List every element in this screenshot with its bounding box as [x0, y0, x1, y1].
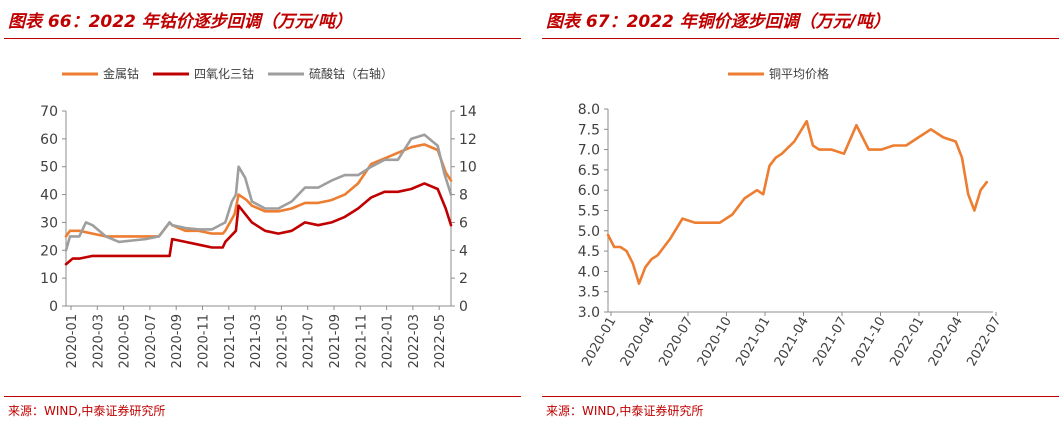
y2-tick-label: 12	[459, 132, 477, 148]
y-tick-label: 20	[40, 243, 58, 259]
y-tick-label: 3.5	[578, 285, 600, 301]
x-tick-label: 2022-01	[381, 314, 396, 368]
title-divider	[542, 38, 1059, 39]
title-divider	[4, 38, 521, 39]
cobalt-price-chart: 金属钴 四氧化三钴 硫酸钴（右轴） 0 10 20 30 40 50 60 70 0 2 4 6 8 10 12 1…	[40, 66, 477, 368]
x-tick-label: 2022-07	[964, 315, 1004, 370]
copper-price-chart: 铜平均价格 3.0 3.5 4.0 4.5 5.0 5.5 6.0 6.5 7.0 7.5 8.0 20…	[578, 66, 1005, 370]
y-tick-label: 3.0	[578, 305, 600, 321]
y-tick-label: 6.5	[578, 163, 600, 179]
series-line-0	[64, 143, 453, 238]
x-tick-label: 2020-01	[579, 315, 619, 370]
source-note: 来源：WIND,中泰证券研究所	[8, 404, 166, 418]
y-tick-label: 7.0	[578, 143, 600, 159]
y-tick-label: 10	[40, 271, 58, 287]
chart-title: 图表 67：2022 年铜价逐步回调（万元/吨）	[546, 12, 891, 32]
y-tick-label: 4.0	[578, 264, 600, 280]
legend-label-0: 铜平均价格	[769, 66, 829, 81]
y-tick-label: 0	[49, 299, 58, 315]
y-tick-label: 4.5	[578, 244, 600, 260]
source-divider	[4, 396, 521, 397]
series-line-1	[64, 182, 453, 266]
x-tick-label: 2021-11	[354, 314, 369, 368]
y-tick-label: 60	[40, 132, 58, 148]
source-note: 来源：WIND,中泰证券研究所	[546, 404, 704, 418]
series-line-0	[606, 119, 989, 285]
y2-tick-label: 10	[459, 160, 477, 176]
x-tick-label: 2021-03	[249, 314, 264, 368]
series-line-2	[64, 133, 453, 252]
x-tick-label: 2020-07	[656, 315, 696, 370]
x-tick-label: 2020-10	[695, 315, 735, 370]
x-tick-label: 2020-03	[91, 314, 106, 368]
y-tick-label: 8.0	[578, 102, 600, 118]
x-tick-label: 2020-07	[144, 314, 159, 368]
y-tick-label: 7.5	[578, 122, 600, 138]
y-tick-label: 5.0	[578, 224, 600, 240]
chart-title: 图表 66：2022 年钴价逐步回调（万元/吨）	[8, 12, 353, 32]
x-tick-label: 2022-04	[926, 315, 966, 370]
x-tick-label: 2021-01	[733, 315, 773, 370]
x-tick-label: 2020-11	[197, 314, 212, 368]
x-tick-label: 2020-05	[118, 314, 133, 368]
x-tick-label: 2021-01	[223, 314, 238, 368]
x-tick-label: 2020-09	[170, 314, 185, 368]
y-tick-label: 70	[40, 104, 58, 120]
x-tick-label: 2021-09	[328, 314, 343, 368]
x-tick-label: 2020-04	[618, 315, 658, 370]
y2-tick-label: 6	[459, 215, 468, 231]
chart-panel-cobalt: 图表 66：2022 年钴价逐步回调（万元/吨） 金属钴 四氧化三钴 硫酸钴（右轴）…	[0, 0, 525, 431]
x-tick-label: 2020-01	[65, 314, 80, 368]
y-tick-label: 6.0	[578, 183, 600, 199]
x-tick-label: 2021-05	[275, 314, 290, 368]
y2-tick-label: 2	[459, 271, 468, 287]
y-tick-label: 30	[40, 215, 58, 231]
y-tick-label: 50	[40, 160, 58, 176]
x-tick-label: 2022-05	[433, 314, 448, 368]
y2-tick-label: 0	[459, 299, 468, 315]
x-tick-label: 2022-03	[407, 314, 422, 368]
y-tick-label: 5.5	[578, 204, 600, 220]
x-tick-label: 2021-07	[810, 315, 850, 370]
x-tick-label: 2021-07	[302, 314, 317, 368]
x-tick-label: 2021-10	[849, 315, 889, 370]
legend-label-0: 金属钴	[103, 66, 139, 81]
y2-tick-label: 4	[459, 243, 468, 259]
chart-panel-copper: 图表 67：2022 年铜价逐步回调（万元/吨） 铜平均价格 3.0 3.5 4.0 4…	[538, 0, 1063, 431]
x-tick-label: 2022-01	[887, 315, 927, 370]
source-divider	[542, 396, 1059, 397]
y2-tick-label: 8	[459, 188, 468, 204]
y2-tick-label: 14	[459, 104, 477, 120]
legend-label-2: 硫酸钴（右轴）	[309, 66, 393, 81]
y-tick-label: 40	[40, 188, 58, 204]
legend-label-1: 四氧化三钴	[194, 66, 254, 81]
x-tick-label: 2021-04	[772, 315, 812, 370]
